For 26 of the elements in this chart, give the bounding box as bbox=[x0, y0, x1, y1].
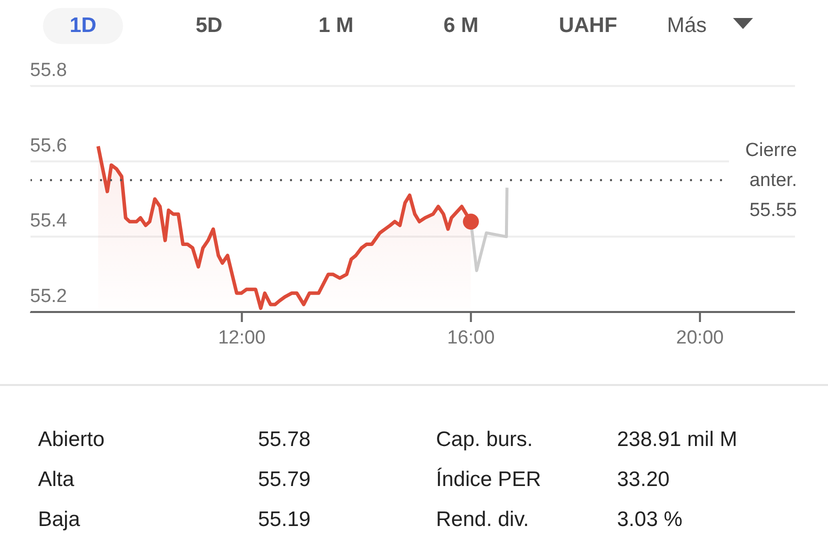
text: 3.03 % bbox=[617, 508, 682, 532]
text: Rend. div. bbox=[436, 508, 529, 532]
y-tick-label: 55.4 bbox=[30, 210, 68, 232]
text: Más bbox=[666, 13, 708, 39]
text: 33.20 bbox=[617, 468, 670, 492]
y-tick-label: 55.6 bbox=[30, 135, 67, 156]
text: Abierto bbox=[38, 428, 105, 452]
text: 1D bbox=[43, 8, 123, 44]
text: 55.19 bbox=[258, 508, 311, 532]
text: Cap. burs. bbox=[436, 428, 533, 452]
text: Baja bbox=[38, 508, 80, 532]
x-tick-label: 12:00 bbox=[218, 327, 266, 348]
text: Alta bbox=[38, 468, 74, 492]
x-tick-label: 16:00 bbox=[447, 327, 495, 348]
y-tick-label: 55.8 bbox=[30, 60, 67, 81]
text: 1 M bbox=[317, 13, 354, 39]
ref-line-label: Cierre anter. 55.55 bbox=[745, 140, 797, 222]
x-tick-label: 20:00 bbox=[676, 327, 724, 348]
text: UAHF bbox=[558, 13, 618, 39]
text: Índice PER bbox=[436, 468, 542, 492]
text: 55.78 bbox=[258, 428, 311, 452]
y-tick-label: 55.2 bbox=[30, 286, 67, 307]
text: 6 M bbox=[442, 13, 480, 39]
text: 55.79 bbox=[258, 468, 311, 492]
text: 238.91 mil M bbox=[617, 428, 738, 452]
text: 5D bbox=[194, 13, 224, 39]
